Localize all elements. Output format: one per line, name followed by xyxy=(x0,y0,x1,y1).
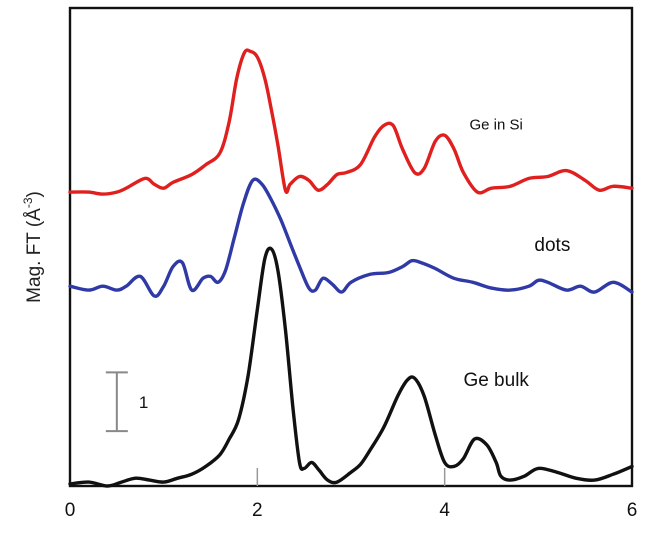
scale-bar: 1 xyxy=(106,372,148,431)
x-tick-label: 0 xyxy=(65,500,76,521)
series-labels: Ge in Si dots Ge bulk xyxy=(463,116,570,391)
y-axis-title-close: ) xyxy=(24,191,45,197)
series-label-0: Ge in Si xyxy=(470,116,523,133)
y-axis-title-superscript: -3 xyxy=(21,197,35,208)
series-layer xyxy=(70,50,632,486)
x-tick-label: 6 xyxy=(627,500,638,521)
y-axis-title-main: Mag. FT (Å xyxy=(24,208,45,303)
series-line-0 xyxy=(70,50,632,194)
scale-bar-line xyxy=(106,372,128,431)
x-tick-label: 2 xyxy=(252,500,263,521)
x-tick-label: 4 xyxy=(439,500,450,521)
scale-bar-label: 1 xyxy=(139,393,148,412)
series-label-1: dots xyxy=(534,235,570,256)
series-label-2: Ge bulk xyxy=(463,370,529,391)
y-axis-title: Mag. FT (Å-3) xyxy=(21,191,45,303)
x-axis-ticks: 0 2 4 6 xyxy=(65,468,638,521)
